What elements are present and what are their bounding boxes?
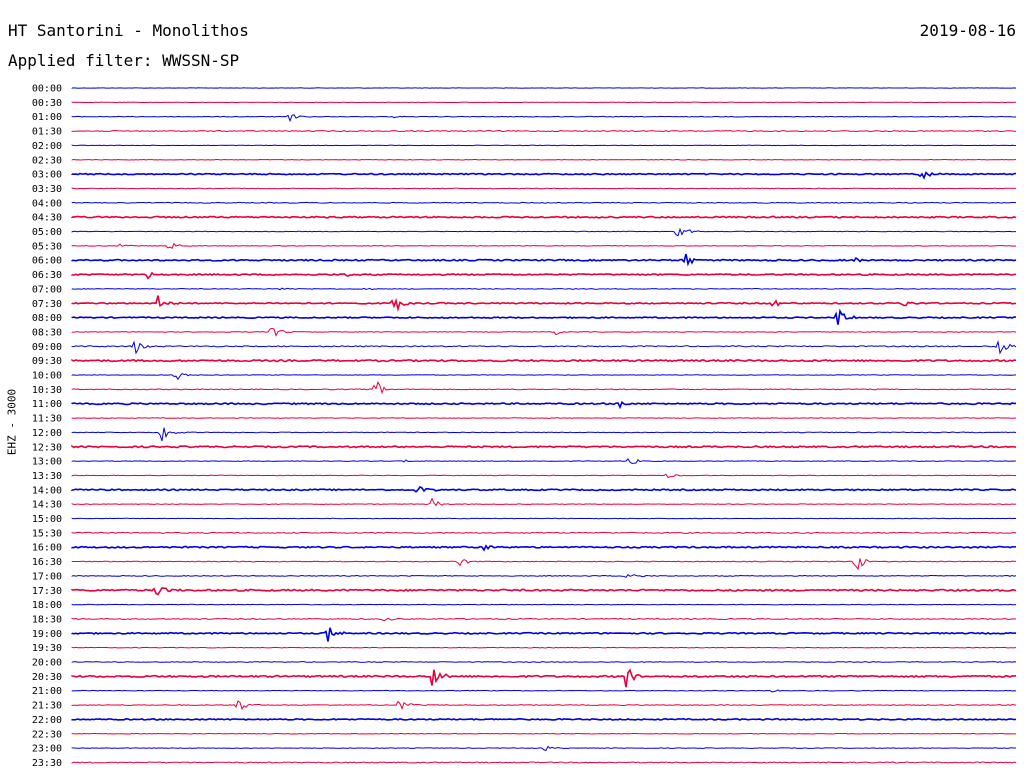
time-tick-label: 13:30	[32, 471, 62, 482]
time-tick-label: 12:00	[32, 428, 62, 439]
trace-line	[71, 689, 1017, 693]
time-tick-label: 02:00	[32, 141, 62, 152]
trace-line	[71, 308, 1017, 325]
trace-line	[71, 646, 1017, 649]
time-tick-label: 06:30	[32, 270, 62, 281]
trace-line	[71, 531, 1017, 534]
trace-line	[71, 340, 1017, 355]
time-tick-label: 23:00	[32, 744, 62, 755]
trace-line	[71, 517, 1017, 520]
trace-line	[71, 444, 1017, 449]
time-tick-label: 22:00	[32, 715, 62, 726]
trace-line	[71, 761, 1017, 764]
time-tick-label: 22:30	[32, 729, 62, 740]
time-tick-label: 09:30	[32, 356, 62, 367]
time-tick-label: 08:30	[32, 327, 62, 338]
trace-line	[71, 227, 1017, 237]
time-tick-label: 14:00	[32, 485, 62, 496]
trace-line	[71, 171, 1017, 180]
time-tick-label: 12:30	[32, 442, 62, 453]
time-tick-label: 08:00	[32, 313, 62, 324]
time-tick-label: 19:30	[32, 643, 62, 654]
time-tick-label: 04:00	[32, 198, 62, 209]
trace-line	[71, 603, 1017, 606]
time-tick-label: 00:30	[32, 98, 62, 109]
time-tick-label: 09:00	[32, 342, 62, 353]
time-tick-label: 04:30	[32, 213, 62, 224]
time-tick-label: 05:30	[32, 241, 62, 252]
time-tick-label: 11:00	[32, 399, 62, 410]
time-tick-label: 01:00	[32, 112, 62, 123]
trace-line	[71, 380, 1017, 395]
trace-line	[71, 271, 1017, 280]
trace-line	[71, 732, 1017, 735]
time-tick-label: 10:30	[32, 385, 62, 396]
time-tick-label: 20:30	[32, 672, 62, 683]
trace-line	[71, 327, 1017, 337]
time-tick-label: 00:00	[32, 84, 62, 95]
trace-line	[71, 114, 1017, 123]
time-tick-label: 14:30	[32, 500, 62, 511]
trace-line	[71, 372, 1017, 381]
station-title: HT Santorini - Monolithos	[8, 21, 249, 40]
trace-line	[71, 458, 1017, 464]
time-tick-label: 21:00	[32, 686, 62, 697]
trace-line	[71, 661, 1017, 663]
time-tick-label: 07:30	[32, 299, 62, 310]
time-tick-label: 01:30	[32, 127, 62, 138]
trace-line	[71, 544, 1017, 552]
time-tick-label: 15:30	[32, 528, 62, 539]
trace-line	[71, 130, 1017, 133]
time-tick-label: 23:30	[32, 758, 62, 769]
trace-line	[71, 497, 1017, 507]
trace-line	[71, 295, 1017, 313]
trace-line	[71, 400, 1017, 410]
time-tick-label: 19:00	[32, 629, 62, 640]
trace-line	[71, 187, 1017, 190]
trace-line	[71, 417, 1017, 419]
time-tick-label: 02:30	[32, 155, 62, 166]
trace-line	[71, 558, 1017, 571]
time-tick-label: 16:00	[32, 543, 62, 554]
time-tick-label: 21:30	[32, 701, 62, 712]
time-tick-label: 05:00	[32, 227, 62, 238]
time-tick-label: 06:00	[32, 256, 62, 267]
trace-line	[71, 627, 1017, 642]
trace-line	[71, 158, 1017, 161]
trace-line	[71, 215, 1017, 219]
time-tick-label: 17:00	[32, 571, 62, 582]
trace-line	[71, 253, 1017, 267]
time-tick-label: 03:30	[32, 184, 62, 195]
time-tick-label: 18:30	[32, 614, 62, 625]
trace-line	[71, 617, 1017, 622]
trace-line	[71, 473, 1017, 479]
time-tick-label: 17:30	[32, 586, 62, 597]
trace-line	[71, 358, 1017, 363]
trace-line	[71, 287, 1017, 291]
time-tick-label: 10:00	[32, 371, 62, 382]
time-tick-label: 15:00	[32, 514, 62, 525]
trace-line	[71, 745, 1017, 751]
time-tick-label: 07:00	[32, 284, 62, 295]
time-tick-label: 20:00	[32, 658, 62, 669]
trace-line	[71, 668, 1017, 688]
trace-line	[71, 242, 1017, 249]
filter-label: Applied filter: WWSSN-SP	[8, 51, 240, 70]
time-tick-label: 11:30	[32, 414, 62, 425]
trace-line	[71, 573, 1017, 579]
time-tick-label: 16:30	[32, 557, 62, 568]
time-tick-label: 03:00	[32, 170, 62, 181]
time-tick-label: 13:00	[32, 457, 62, 468]
trace-line	[71, 485, 1017, 493]
trace-line	[71, 586, 1017, 596]
trace-line	[71, 144, 1017, 147]
time-tick-label: 18:00	[32, 600, 62, 611]
trace-line	[71, 700, 1017, 711]
trace-line	[71, 201, 1017, 204]
trace-line	[71, 427, 1017, 442]
trace-line	[71, 717, 1017, 721]
date-label: 2019-08-16	[919, 21, 1016, 40]
